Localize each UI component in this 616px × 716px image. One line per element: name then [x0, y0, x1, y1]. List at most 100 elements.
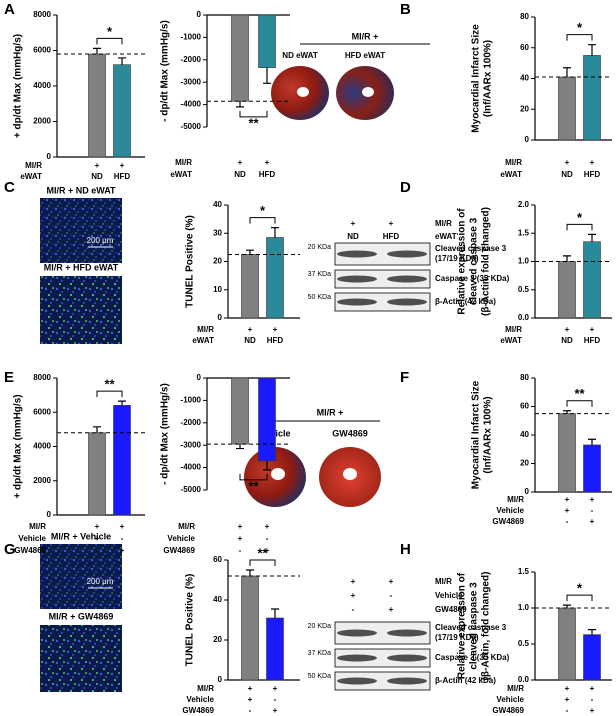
micrograph: [40, 544, 122, 609]
condition-label: Vehicle: [167, 534, 195, 543]
error-bar: [236, 101, 244, 108]
blot-strip: [334, 671, 431, 691]
blot-header-label: MI/R: [435, 219, 452, 228]
y-tick-label: -1000: [181, 33, 202, 42]
y-tick-label: 2000: [33, 476, 51, 485]
bar: [583, 55, 601, 141]
condition-value: HFD: [584, 170, 601, 179]
bar: [266, 617, 284, 681]
condition-value: +: [590, 684, 595, 693]
panel-label: E: [4, 369, 14, 386]
blot-header-value: +: [351, 219, 356, 228]
condition-value: -: [239, 546, 242, 555]
y-tick-label: 2000: [33, 117, 51, 126]
condition-label: eWAT: [170, 170, 192, 179]
blot-header-label: eWAT: [435, 232, 457, 241]
condition-value: +: [565, 684, 570, 693]
blot-band: [337, 275, 377, 283]
y-tick-label: 4000: [33, 442, 51, 451]
blot-strip: [334, 242, 431, 266]
condition-value: +: [590, 158, 595, 167]
blot-strip: [334, 292, 431, 312]
error-bar: [236, 444, 244, 450]
blot-band: [387, 654, 427, 662]
y-tick-label: 80: [520, 373, 529, 382]
blot-band: [337, 677, 377, 685]
blot-header-value: HFD: [383, 232, 400, 241]
y-tick-label: 0: [218, 675, 223, 684]
y-tick-label: 60: [520, 402, 529, 411]
bar: [266, 237, 284, 319]
y-axis-label: TUNEL Positive (%): [185, 574, 196, 667]
bar: [258, 377, 276, 462]
condition-value: +: [265, 522, 270, 531]
significance-bracket: [566, 594, 593, 602]
y-tick-label: -5000: [181, 122, 202, 131]
condition-value: +: [265, 546, 270, 555]
y-axis-label: (β-Actin, fold changed): [481, 572, 492, 681]
condition-value: +: [248, 695, 253, 704]
condition-label: eWAT: [192, 336, 214, 345]
bar: [88, 432, 106, 516]
y-axis-label: - dp/dt Max (mmHg/s): [160, 383, 171, 485]
significance: *: [577, 210, 583, 225]
micrograph-label: MI/R + GW4869: [49, 611, 114, 621]
condition-label: Vehicle: [496, 695, 524, 704]
blot-header-value: +: [351, 577, 356, 586]
blot-size: 50 KDa: [308, 673, 331, 680]
y-tick-label: -4000: [181, 100, 202, 109]
significance-bracket: [566, 400, 593, 407]
significance: *: [577, 581, 583, 596]
y-tick-label: 40: [213, 595, 222, 604]
significance: *: [577, 20, 583, 35]
y-tick-label: 0: [47, 510, 52, 519]
heart-lumen: [362, 87, 374, 97]
condition-value: +: [565, 325, 570, 334]
blot-band: [337, 250, 377, 258]
y-tick-label: 0: [47, 152, 52, 161]
y-axis-label: Relative expression of: [457, 572, 468, 679]
condition-value: -: [566, 706, 569, 715]
condition-label: GW4869: [492, 706, 524, 715]
panel-label: H: [400, 541, 411, 558]
condition-label: Vehicle: [186, 695, 214, 704]
bar: [241, 575, 259, 681]
blot-band: [387, 250, 427, 258]
significance: *: [107, 24, 113, 39]
condition-value: -: [566, 517, 569, 526]
y-tick-label: 2.0: [518, 200, 530, 209]
heart-lumen: [343, 468, 357, 480]
micrograph: [40, 276, 122, 344]
y-tick-label: 40: [520, 430, 529, 439]
condition-value: ND: [91, 172, 103, 181]
micrograph-label: MI/R + HFD eWAT: [44, 262, 119, 272]
y-tick-label: 20: [213, 635, 222, 644]
error-bar: [246, 569, 254, 576]
significance-bracket: [249, 559, 276, 566]
blot-size: 50 KDa: [308, 294, 331, 301]
y-axis-label: (Inf/AARx 100%): [483, 40, 494, 117]
condition-value: +: [120, 161, 125, 170]
blot-header-label: GW4869: [435, 605, 467, 614]
bar: [231, 14, 249, 102]
y-tick-label: -2000: [181, 55, 202, 64]
y-tick-label: 80: [520, 12, 529, 21]
blot-header-value: ND: [347, 232, 359, 241]
blot-band: [387, 629, 427, 637]
significance: **: [574, 386, 585, 401]
error-bar: [263, 67, 271, 84]
blot-band: [337, 298, 377, 306]
blot-name: Cleaved caspase 3: [435, 244, 507, 253]
condition-label: eWAT: [500, 170, 522, 179]
significance-bracket: [96, 37, 123, 45]
condition-value: +: [273, 684, 278, 693]
micrograph-label: MI/R + Vehicle: [51, 531, 111, 541]
condition-value: +: [238, 534, 243, 543]
bar: [583, 444, 601, 493]
bar: [558, 413, 576, 493]
heart-title: MI/R +: [352, 31, 379, 41]
y-tick-label: 8000: [33, 373, 51, 382]
condition-value: HFD: [114, 172, 131, 181]
y-axis-label: + dp/dt Max (mmHg/s): [13, 34, 24, 138]
